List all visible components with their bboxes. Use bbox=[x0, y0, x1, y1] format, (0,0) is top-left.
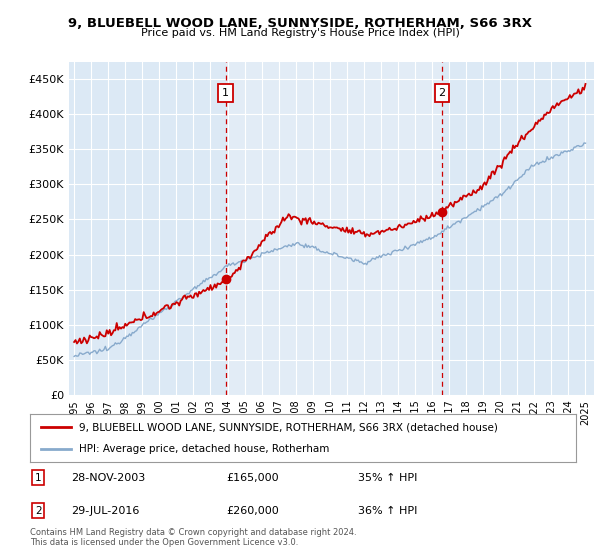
Text: 35% ↑ HPI: 35% ↑ HPI bbox=[358, 473, 417, 483]
Text: 28-NOV-2003: 28-NOV-2003 bbox=[71, 473, 145, 483]
Text: Contains HM Land Registry data © Crown copyright and database right 2024.
This d: Contains HM Land Registry data © Crown c… bbox=[30, 528, 356, 547]
Text: 9, BLUEBELL WOOD LANE, SUNNYSIDE, ROTHERHAM, S66 3RX (detached house): 9, BLUEBELL WOOD LANE, SUNNYSIDE, ROTHER… bbox=[79, 422, 498, 432]
Text: 2: 2 bbox=[35, 506, 41, 516]
Text: £165,000: £165,000 bbox=[227, 473, 279, 483]
Text: 2: 2 bbox=[439, 88, 446, 98]
Text: 1: 1 bbox=[223, 88, 229, 98]
Text: 1: 1 bbox=[35, 473, 41, 483]
Bar bbox=[226, 62, 442, 395]
Text: 36% ↑ HPI: 36% ↑ HPI bbox=[358, 506, 417, 516]
Text: 29-JUL-2016: 29-JUL-2016 bbox=[71, 506, 139, 516]
Text: Price paid vs. HM Land Registry's House Price Index (HPI): Price paid vs. HM Land Registry's House … bbox=[140, 28, 460, 38]
Text: HPI: Average price, detached house, Rotherham: HPI: Average price, detached house, Roth… bbox=[79, 444, 329, 454]
Text: £260,000: £260,000 bbox=[227, 506, 280, 516]
Text: 9, BLUEBELL WOOD LANE, SUNNYSIDE, ROTHERHAM, S66 3RX: 9, BLUEBELL WOOD LANE, SUNNYSIDE, ROTHER… bbox=[68, 17, 532, 30]
